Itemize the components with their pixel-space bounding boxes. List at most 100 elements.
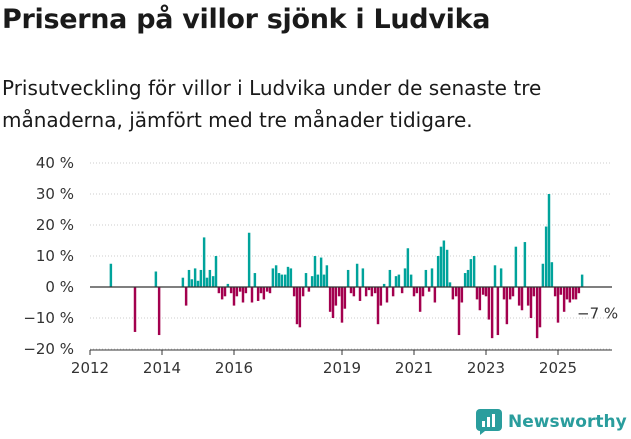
bar: [358, 287, 362, 301]
bar: [463, 273, 467, 287]
bar: [265, 287, 269, 292]
bar: [574, 287, 578, 300]
bar: [550, 262, 554, 287]
bar: [538, 287, 542, 328]
bar: [517, 287, 521, 306]
bar: [571, 287, 575, 300]
bar: [376, 287, 380, 325]
bar: [505, 287, 509, 325]
x-tick-label: 2021: [395, 359, 433, 377]
bar: [430, 268, 434, 287]
bar: [271, 268, 275, 287]
x-tick-label: 2019: [323, 359, 361, 377]
y-tick-label: 10 %: [36, 247, 74, 265]
bar: [487, 287, 491, 320]
bar: [454, 287, 458, 297]
bar: [559, 287, 563, 295]
bar: [529, 287, 533, 318]
bar: [565, 287, 569, 300]
bar: [421, 287, 425, 297]
bar: [526, 287, 530, 306]
bar: [283, 274, 287, 287]
bar: [181, 277, 185, 287]
x-tick-label: 2025: [539, 359, 577, 377]
bar: [298, 287, 302, 328]
bar: [220, 287, 224, 300]
brand-name: Newsworthy: [508, 412, 627, 432]
bar: [346, 269, 350, 287]
bar: [196, 280, 200, 287]
bar: [364, 287, 368, 297]
x-tick-label: 2016: [215, 359, 253, 377]
bar: [403, 268, 407, 287]
bar: [460, 287, 464, 303]
bar: [412, 287, 416, 297]
bar: [445, 249, 449, 287]
bar: [214, 256, 218, 287]
bar: [436, 256, 440, 287]
bar: [199, 269, 203, 287]
bar: [406, 248, 410, 287]
bar: [349, 287, 353, 294]
bar: [397, 274, 401, 287]
bar: [496, 287, 500, 336]
bar: [277, 273, 281, 287]
bar: [334, 287, 338, 306]
bar: [316, 274, 320, 287]
x-axis: 2012 2014 2016 2019 2021 2023 2025: [71, 286, 612, 377]
bar: [184, 287, 188, 306]
bar: [307, 287, 311, 292]
bar: [256, 287, 260, 301]
y-tick-label: 20 %: [36, 216, 74, 234]
bar: [331, 287, 335, 318]
bar: [481, 287, 485, 295]
bar: [379, 287, 383, 306]
bar: [451, 287, 455, 300]
bar: [409, 274, 413, 287]
bar: [247, 232, 251, 287]
bar: [424, 269, 428, 287]
bar: [232, 287, 236, 306]
bar: [511, 287, 515, 297]
bar: [154, 271, 158, 287]
bar: [580, 274, 584, 287]
bar: [304, 273, 308, 287]
bar: [472, 256, 476, 287]
bar: [475, 287, 479, 300]
bar: [340, 287, 344, 323]
bar: [388, 269, 392, 287]
bar: [382, 283, 386, 287]
bar: [352, 287, 356, 297]
bar: [553, 287, 557, 297]
y-tick-label: 30 %: [36, 185, 74, 203]
bar: [337, 287, 341, 297]
x-tick-label: 2012: [71, 359, 109, 377]
bar: [535, 287, 539, 339]
bar: [310, 276, 314, 287]
bar: [268, 287, 272, 294]
bar: [343, 287, 347, 309]
bar: [562, 287, 566, 312]
bar: [208, 269, 212, 287]
bar: [499, 268, 503, 287]
bar: [325, 265, 329, 287]
bar: [484, 287, 488, 297]
bar: [502, 287, 506, 300]
bar: [508, 287, 512, 300]
bar: [523, 242, 527, 287]
bar: [133, 287, 137, 332]
bar: [292, 287, 296, 297]
bar: [418, 287, 422, 312]
bar: [229, 287, 233, 294]
bar: [286, 266, 290, 287]
bar: [556, 287, 560, 323]
bar: [190, 279, 194, 287]
bar: [568, 287, 572, 303]
bar: [193, 268, 197, 287]
annotations: −7 %: [577, 305, 618, 323]
bar: [322, 274, 326, 287]
bar: [217, 287, 221, 294]
bar: [514, 246, 518, 287]
bar: [520, 287, 524, 311]
y-tick-label: 40 %: [36, 154, 74, 172]
